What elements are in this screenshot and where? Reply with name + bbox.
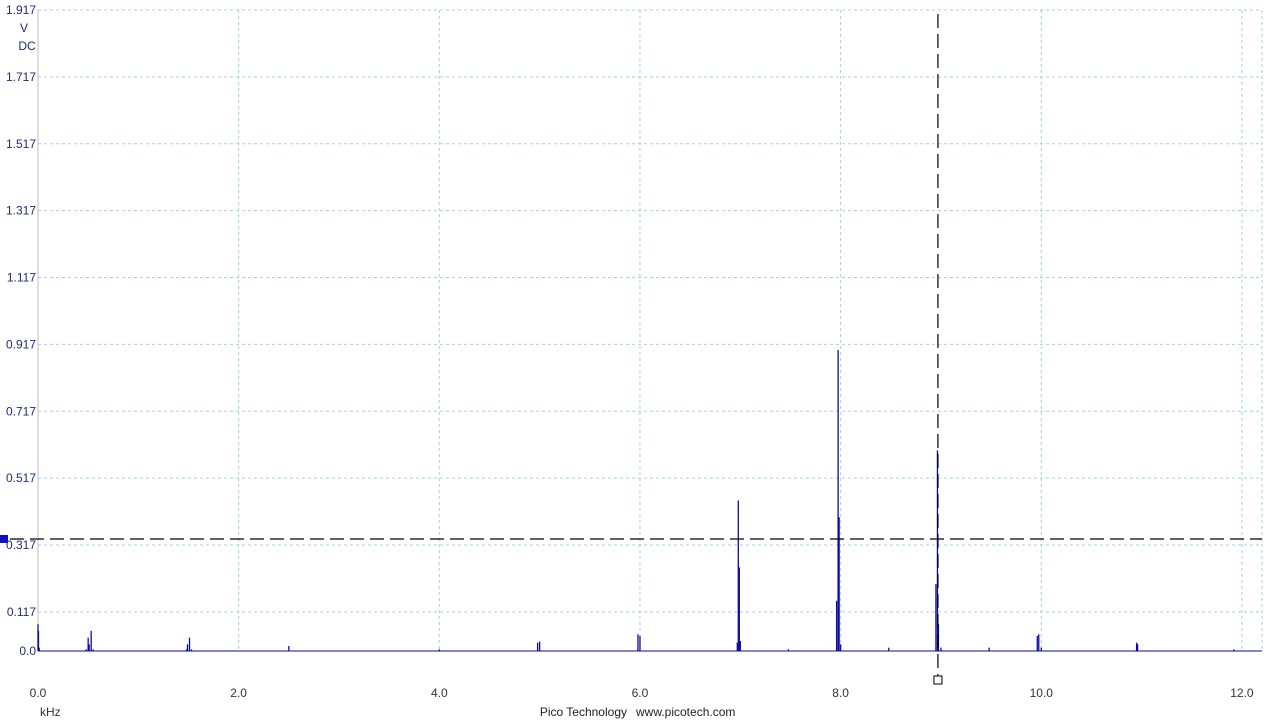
x-axis-ticks: 0.0 2.0 4.0 6.0 8.0 10.0 12.0 bbox=[30, 686, 1254, 700]
y-tick-label: 1.517 bbox=[6, 137, 36, 151]
cursors[interactable] bbox=[0, 14, 1262, 685]
x-tick-label: 0.0 bbox=[30, 686, 47, 700]
grid bbox=[37, 9, 1263, 651]
y-tick-label: 1.117 bbox=[7, 271, 36, 285]
y-axis-ticks: 1.917 1.717 1.517 1.317 1.117 0.917 0.717 0.517… bbox=[6, 3, 36, 658]
y-tick-label: 0.0 bbox=[19, 644, 36, 658]
y-tick-label: 0.117 bbox=[7, 605, 36, 619]
y-axis-unit: V bbox=[20, 21, 28, 35]
x-tick-label: 6.0 bbox=[632, 686, 649, 700]
footer-brand: Pico Technology bbox=[540, 705, 627, 719]
spectrum-trace bbox=[37, 350, 1262, 652]
vertical-cursor-handle[interactable] bbox=[933, 675, 943, 685]
y-tick-label: 0.717 bbox=[6, 404, 36, 418]
y-tick-label: 1.917 bbox=[6, 3, 36, 17]
y-tick-label: 1.317 bbox=[6, 204, 36, 218]
horizontal-cursor-handle[interactable] bbox=[0, 534, 8, 543]
x-tick-label: 12.0 bbox=[1230, 686, 1254, 700]
y-tick-label: 1.717 bbox=[6, 70, 36, 84]
y-tick-label: 0.317 bbox=[6, 538, 36, 552]
footer-url: www.picotech.com bbox=[635, 705, 735, 719]
x-tick-label: 4.0 bbox=[431, 686, 448, 700]
y-axis-coupling: DC bbox=[18, 39, 36, 53]
y-tick-label: 0.917 bbox=[6, 337, 36, 351]
x-tick-label: 2.0 bbox=[230, 686, 247, 700]
x-tick-label: 8.0 bbox=[832, 686, 849, 700]
x-axis-unit: kHz bbox=[40, 705, 61, 719]
y-tick-label: 0.517 bbox=[6, 471, 36, 485]
x-tick-label: 10.0 bbox=[1030, 686, 1054, 700]
